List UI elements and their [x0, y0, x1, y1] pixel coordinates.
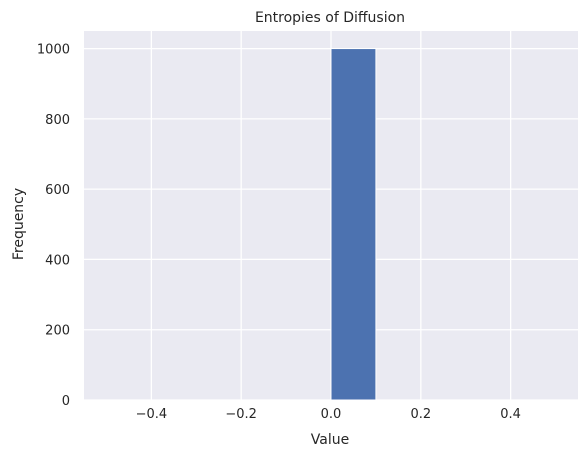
x-tick-label: −0.2 — [225, 407, 257, 422]
x-tick-labels: −0.4 −0.2 0.0 0.2 0.4 — [136, 407, 521, 422]
y-tick-label: 600 — [45, 183, 70, 198]
x-tick-label: 0.0 — [321, 407, 342, 422]
x-axis-label: Value — [311, 432, 349, 448]
y-tick-label: 0 — [62, 394, 70, 409]
y-tick-labels: 0 200 400 600 800 1000 — [37, 43, 70, 409]
x-tick-label: −0.4 — [136, 407, 168, 422]
histogram-bar — [330, 48, 377, 401]
x-tick-label: 0.2 — [410, 407, 431, 422]
y-tick-label: 800 — [45, 113, 70, 128]
chart-title: Entropies of Diffusion — [255, 10, 405, 26]
histogram-bars — [330, 48, 377, 401]
y-tick-label: 200 — [45, 324, 70, 339]
y-tick-label: 1000 — [37, 43, 70, 58]
y-tick-label: 400 — [45, 253, 70, 268]
y-axis-label: Frequency — [11, 188, 27, 260]
x-tick-label: 0.4 — [500, 407, 521, 422]
